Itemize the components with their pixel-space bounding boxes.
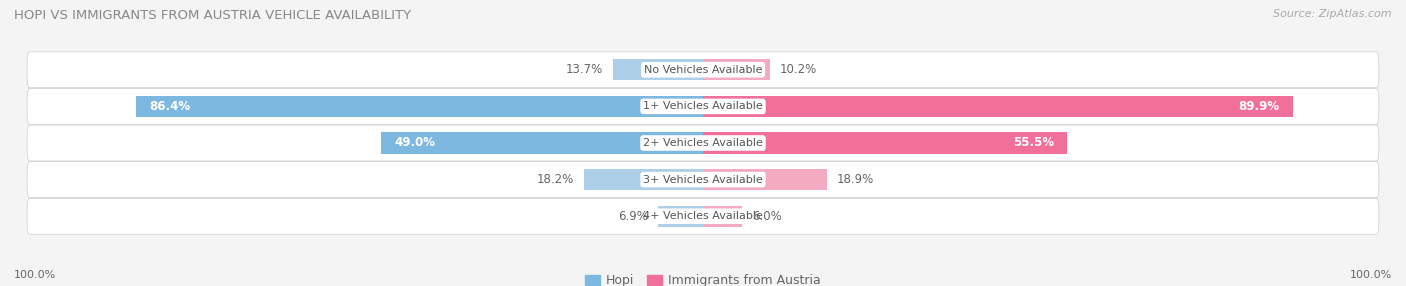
Text: 13.7%: 13.7% bbox=[567, 63, 603, 76]
Text: 4+ Vehicles Available: 4+ Vehicles Available bbox=[643, 211, 763, 221]
Text: 89.9%: 89.9% bbox=[1239, 100, 1279, 113]
FancyBboxPatch shape bbox=[27, 125, 1379, 161]
FancyBboxPatch shape bbox=[27, 162, 1379, 198]
Text: 86.4%: 86.4% bbox=[149, 100, 190, 113]
Text: 6.9%: 6.9% bbox=[619, 210, 648, 223]
Bar bbox=[703, 206, 742, 227]
Bar bbox=[381, 132, 703, 154]
Text: 55.5%: 55.5% bbox=[1012, 136, 1054, 150]
Text: Source: ZipAtlas.com: Source: ZipAtlas.com bbox=[1274, 9, 1392, 19]
Bar bbox=[703, 59, 770, 80]
Bar bbox=[703, 96, 1294, 117]
Text: 100.0%: 100.0% bbox=[14, 270, 56, 280]
FancyBboxPatch shape bbox=[27, 198, 1379, 234]
Bar bbox=[703, 132, 1067, 154]
Bar bbox=[703, 169, 827, 190]
Text: HOPI VS IMMIGRANTS FROM AUSTRIA VEHICLE AVAILABILITY: HOPI VS IMMIGRANTS FROM AUSTRIA VEHICLE … bbox=[14, 9, 411, 21]
Text: 18.2%: 18.2% bbox=[537, 173, 574, 186]
Bar bbox=[613, 59, 703, 80]
Text: 6.0%: 6.0% bbox=[752, 210, 782, 223]
Bar bbox=[658, 206, 703, 227]
Text: 3+ Vehicles Available: 3+ Vehicles Available bbox=[643, 175, 763, 184]
Text: 1+ Vehicles Available: 1+ Vehicles Available bbox=[643, 102, 763, 111]
Text: 10.2%: 10.2% bbox=[780, 63, 817, 76]
FancyBboxPatch shape bbox=[27, 52, 1379, 88]
Text: 49.0%: 49.0% bbox=[395, 136, 436, 150]
Text: 100.0%: 100.0% bbox=[1350, 270, 1392, 280]
Bar bbox=[583, 169, 703, 190]
Text: 2+ Vehicles Available: 2+ Vehicles Available bbox=[643, 138, 763, 148]
Legend: Hopi, Immigrants from Austria: Hopi, Immigrants from Austria bbox=[579, 269, 827, 286]
FancyBboxPatch shape bbox=[27, 88, 1379, 124]
Bar bbox=[136, 96, 703, 117]
Text: No Vehicles Available: No Vehicles Available bbox=[644, 65, 762, 75]
Text: 18.9%: 18.9% bbox=[837, 173, 875, 186]
